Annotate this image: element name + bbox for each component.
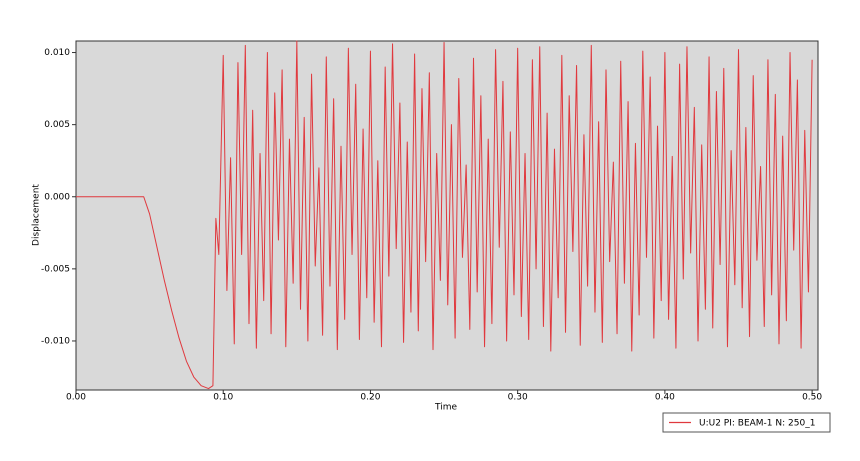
x-tick-label: 0.40 [655, 393, 675, 403]
x-tick-label: 0.10 [213, 393, 233, 403]
y-tick-label: 0.005 [44, 120, 70, 130]
y-axis-label: Displacement [32, 184, 42, 246]
y-tick-label: -0.010 [41, 336, 70, 346]
x-tick-label: 0.30 [508, 393, 528, 403]
y-tick-label: 0.010 [44, 48, 70, 58]
legend-label: U:U2 PI: BEAM-1 N: 250_1 [699, 419, 815, 429]
x-tick-label: 0.50 [802, 393, 822, 403]
x-axis-label: Time [434, 403, 457, 413]
data-line [76, 40, 813, 390]
plot-area [75, 40, 819, 391]
legend-box [662, 412, 831, 433]
legend: U:U2 PI: BEAM-1 N: 250_1 [662, 412, 831, 433]
x-tick-label: 0.00 [66, 393, 86, 403]
y-tick-label: 0.000 [44, 192, 70, 202]
y-tick-label: -0.005 [41, 264, 70, 274]
x-tick-label: 0.20 [360, 393, 380, 403]
